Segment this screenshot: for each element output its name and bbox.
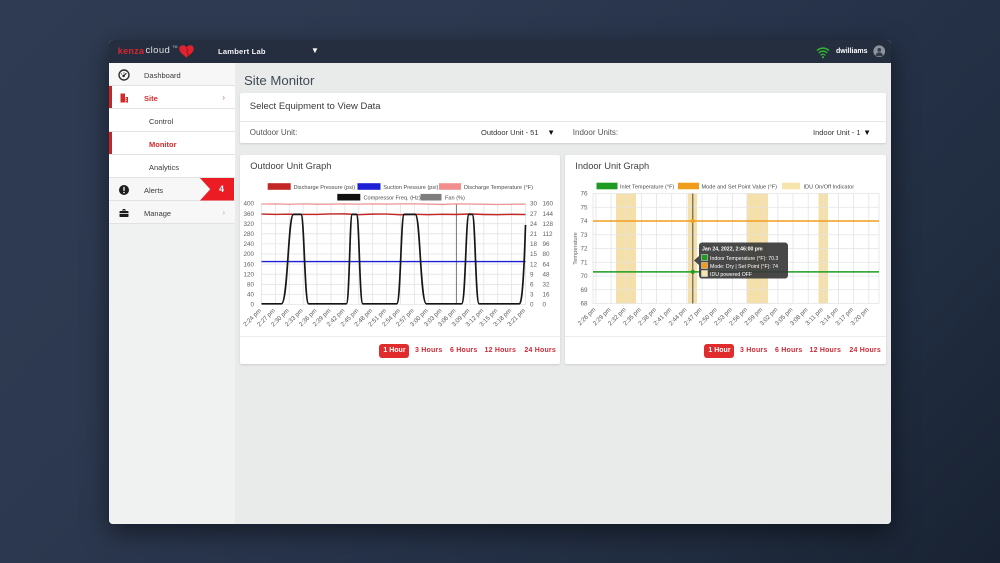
svg-text:15: 15: [530, 251, 538, 258]
svg-text:0: 0: [543, 301, 547, 308]
svg-text:128: 128: [543, 220, 554, 227]
svg-text:112: 112: [543, 231, 554, 238]
svg-text:Discharge Pressure (psi): Discharge Pressure (psi): [294, 185, 356, 191]
svg-text:6: 6: [530, 281, 534, 288]
svg-text:27: 27: [530, 210, 538, 217]
svg-text:Mode and Set Point Value (°F): Mode and Set Point Value (°F): [702, 184, 778, 190]
svg-text:72: 72: [581, 245, 589, 252]
svg-text:96: 96: [543, 241, 551, 248]
svg-text:Discharge Temperature (°F): Discharge Temperature (°F): [464, 185, 533, 191]
svg-text:IDU On/Off Indicator: IDU On/Off Indicator: [804, 184, 855, 190]
svg-text:240: 240: [244, 241, 255, 248]
svg-text:Mode: Dry | Set Point (°F):: Mode: Dry | Set Point (°F): 74: [710, 263, 778, 269]
svg-text:32: 32: [543, 281, 551, 288]
svg-text:0: 0: [251, 301, 255, 308]
svg-text:9: 9: [530, 271, 534, 278]
svg-text:48: 48: [543, 271, 551, 278]
svg-text:69: 69: [581, 286, 589, 293]
svg-text:68: 68: [581, 300, 589, 307]
svg-text:74: 74: [581, 218, 589, 225]
svg-text:16: 16: [543, 291, 551, 298]
svg-text:3: 3: [530, 291, 534, 298]
svg-text:Indoor Temperature (°F): 70.3: Indoor Temperature (°F): 70.3: [710, 255, 778, 261]
svg-text:280: 280: [244, 231, 255, 238]
svg-text:160: 160: [244, 261, 255, 268]
svg-text:21: 21: [530, 231, 538, 238]
svg-text:75: 75: [581, 204, 589, 211]
svg-text:18: 18: [530, 241, 538, 248]
svg-text:120: 120: [244, 271, 255, 278]
svg-text:360: 360: [244, 210, 255, 217]
svg-text:160: 160: [543, 200, 554, 207]
svg-text:IDU powered OFF: IDU powered OFF: [710, 271, 752, 277]
svg-text:30: 30: [530, 200, 538, 207]
svg-text:Jan 24, 2022, 2:46:00 pm: Jan 24, 2022, 2:46:00 pm: [702, 246, 763, 252]
svg-text:12: 12: [530, 261, 538, 268]
svg-text:Suction Pressure (psi): Suction Pressure (psi): [384, 185, 439, 191]
svg-text:0: 0: [530, 301, 534, 308]
svg-text:40: 40: [247, 291, 255, 298]
svg-text:70: 70: [581, 273, 589, 280]
svg-text:24: 24: [530, 220, 538, 227]
svg-text:400: 400: [244, 200, 255, 207]
svg-text:Fan (%): Fan (%): [445, 195, 465, 201]
svg-text:Inlet Temperature (°F): Inlet Temperature (°F): [620, 184, 674, 190]
svg-text:Temperature: Temperature: [573, 232, 579, 265]
svg-text:73: 73: [581, 231, 589, 238]
svg-text:80: 80: [247, 281, 255, 288]
svg-text:76: 76: [581, 190, 589, 197]
svg-text:320: 320: [244, 220, 255, 227]
svg-text:144: 144: [543, 210, 554, 217]
svg-text:Compressor Freq. (Hz): Compressor Freq. (Hz): [364, 195, 421, 201]
svg-text:80: 80: [543, 251, 551, 258]
svg-text:200: 200: [244, 251, 255, 258]
svg-text:64: 64: [543, 261, 551, 268]
svg-text:71: 71: [581, 259, 589, 266]
